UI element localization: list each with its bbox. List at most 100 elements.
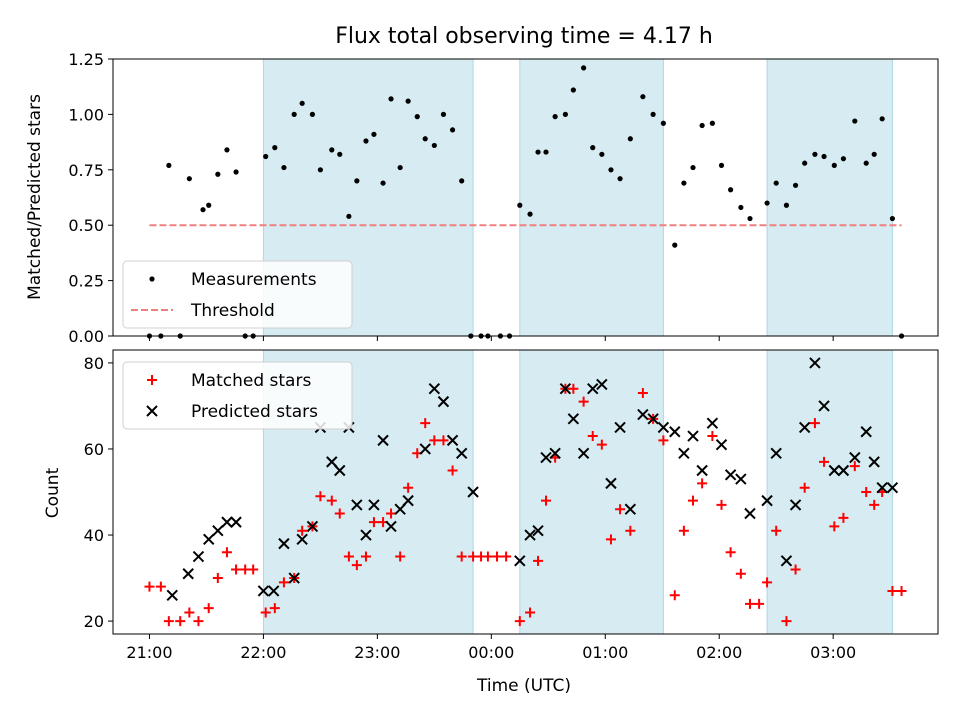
measurement-point: [660, 120, 666, 126]
predicted-star-point: [419, 443, 431, 455]
measurement-point: [840, 156, 847, 162]
predicted-star-point: [455, 447, 468, 459]
matched-star-point: [492, 551, 503, 562]
matched-star-point: [578, 396, 589, 407]
legend-predicted-swatch: [146, 405, 158, 417]
measurement-point: [272, 145, 278, 151]
predicted-star-point: [818, 400, 830, 412]
measurement-point: [414, 114, 420, 120]
measurement-point: [709, 120, 715, 126]
measurement-point: [397, 164, 403, 171]
predicted-star-point: [849, 451, 861, 464]
measurement-point: [570, 87, 576, 93]
bottom-plot: 20 40 60 80 21:00 22:00 23:00 00:00 01:00 02:00 03…: [84, 349, 939, 662]
matched-star-point: [315, 491, 326, 502]
predicted-star-point: [624, 503, 637, 515]
measurement-point: [871, 151, 877, 157]
measurement-point: [200, 207, 206, 213]
matched-star-point: [799, 482, 810, 493]
matched-star-point: [260, 607, 271, 618]
measurement-point: [640, 94, 646, 100]
measurement-point: [380, 180, 386, 186]
predicted-star-point: [669, 426, 681, 438]
matched-star-point: [861, 487, 872, 497]
top-y-tick-label: 1.00: [68, 105, 104, 124]
bottom-legend-box: [122, 361, 353, 430]
matched-star-point: [688, 495, 699, 506]
predicted-star-point: [377, 434, 389, 447]
measurement-point: [363, 138, 369, 144]
matched-star-point: [829, 521, 840, 532]
predicted-star-point: [437, 395, 450, 408]
predicted-star-point: [809, 357, 821, 369]
predicted-star-point: [886, 481, 899, 494]
matched-star-point: [351, 560, 362, 571]
matched-star-point: [809, 418, 820, 429]
measurement-point: [405, 98, 411, 104]
matched-star-point: [533, 555, 544, 566]
predicted-star-point: [402, 494, 414, 507]
measurement-point: [552, 114, 558, 120]
top-y-tick-label: 0.00: [68, 327, 104, 346]
matched-star-point: [231, 564, 242, 575]
predicted-star-point: [524, 529, 536, 541]
bottom-y-tick-label: 40: [84, 526, 104, 545]
matched-star-point: [849, 461, 860, 472]
predicted-star-point: [614, 421, 626, 434]
top-y-tick-label: 1.25: [68, 50, 104, 69]
matched-star-point: [420, 418, 431, 429]
predicted-star-point: [780, 555, 793, 567]
measurement-point: [388, 96, 394, 102]
measurement-point: [329, 147, 335, 153]
matched-star-point: [175, 616, 186, 627]
bottom-legend: Matched stars Predicted stars: [122, 361, 353, 430]
matched-star-point: [438, 435, 449, 446]
measurement-point: [617, 176, 623, 182]
matched-star-point: [869, 499, 880, 510]
predicted-star-point: [605, 477, 617, 490]
measurement-point: [317, 167, 323, 173]
matched-star-point: [762, 577, 773, 588]
predicted-star-point: [288, 572, 300, 584]
measurement-point: [527, 211, 533, 217]
predicted-star-point: [868, 456, 880, 468]
predicted-star-point: [587, 383, 599, 395]
measurement-point: [889, 215, 896, 222]
bottom-axes-frame: [112, 349, 939, 635]
measurement-point: [543, 149, 549, 155]
measurement-point: [690, 164, 696, 171]
x-tick-label: 03:00: [810, 643, 856, 662]
measurement-point: [718, 162, 725, 168]
measurement-point: [773, 180, 779, 186]
matched-star-point: [212, 573, 223, 584]
measurement-point: [309, 111, 316, 117]
predicted-star-point: [368, 499, 380, 511]
predicted-star-point: [559, 383, 572, 395]
top-plot: 0.00 0.25 0.50 0.75 1.00 1.25 Measurements Thre…: [68, 50, 939, 346]
matched-star-point: [669, 590, 680, 601]
matched-star-point: [429, 435, 440, 446]
measurement-point: [459, 178, 465, 184]
top-axes-frame: [112, 58, 939, 337]
matched-star-point: [771, 525, 782, 536]
measurement-point: [299, 100, 305, 106]
predicted-star-point: [446, 434, 459, 447]
predicted-star-point: [696, 464, 708, 477]
matched-star-point: [819, 456, 830, 467]
matched-star-point: [838, 512, 849, 523]
measurement-point: [672, 242, 678, 248]
matched-star-point: [744, 598, 755, 609]
predicted-star-point: [212, 525, 224, 537]
predicted-star-point: [467, 486, 479, 498]
predicted-star-point: [549, 447, 561, 459]
predicted-star-point: [428, 383, 441, 395]
x-axis-label: Time (UTC): [476, 676, 571, 696]
measurement-point: [728, 187, 734, 193]
matched-star-point: [334, 508, 345, 519]
legend-label: Matched stars: [191, 371, 311, 391]
matched-star-point: [781, 616, 792, 627]
predicted-star-point: [203, 533, 215, 546]
measurement-point: [291, 111, 297, 117]
matched-star-point: [501, 551, 512, 562]
